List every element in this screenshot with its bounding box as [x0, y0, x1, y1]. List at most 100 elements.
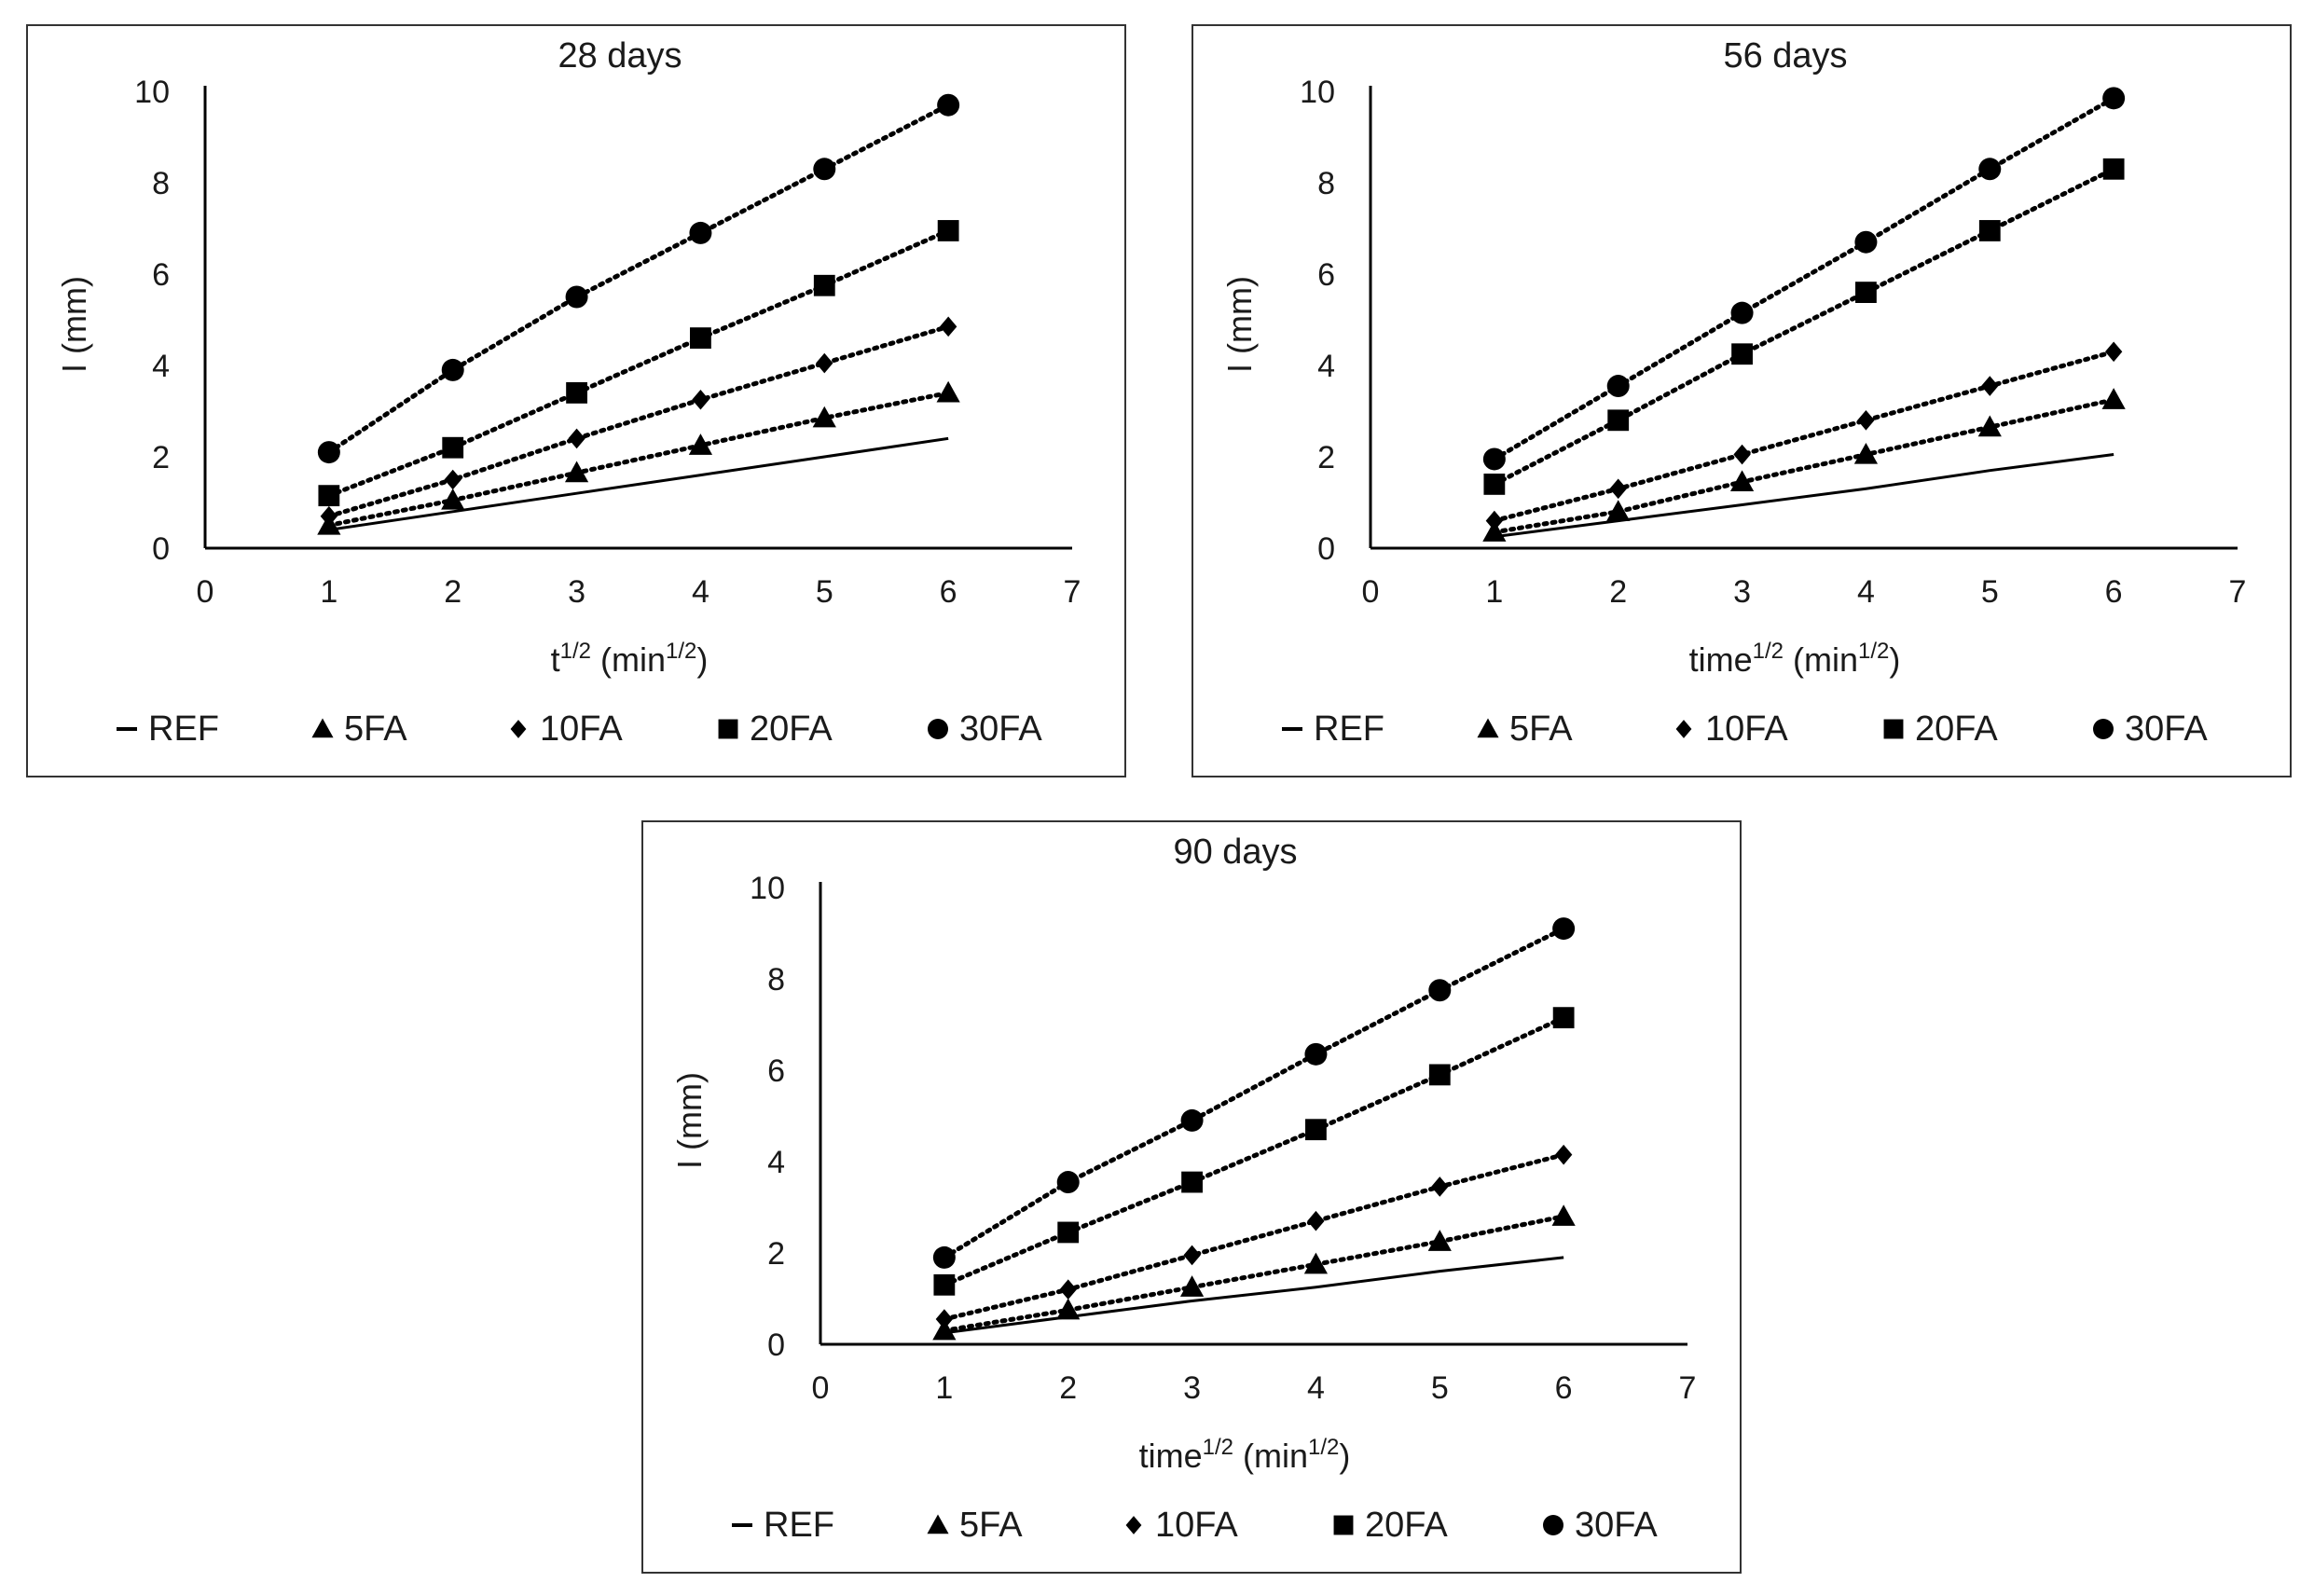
legend-item-5fa: 5FA: [927, 1506, 1023, 1545]
legend-item-20fa: 20FA: [718, 709, 833, 749]
y-tick-label: 8: [1317, 166, 1335, 201]
chart-28-days: 28 days 0 2 4 6 8 10 0 1 2 3 4 5 6 7 I (mm) t1/2 (min1/2…: [55, 36, 1081, 749]
y-tick-label: 0: [767, 1328, 785, 1363]
trendline-20fa: [1492, 166, 2116, 487]
legend-item-ref: REF: [117, 709, 219, 749]
x-tick-label: 2: [1609, 574, 1627, 610]
data-point-30fa-2: [441, 358, 464, 381]
data-point-30fa-4: [1304, 1042, 1328, 1066]
data-point-10fa-3: [1733, 444, 1751, 465]
data-point-30fa-6: [937, 93, 960, 117]
legend-symbol-30fa: [2093, 719, 2114, 739]
data-point-10fa-2: [1609, 478, 1627, 500]
data-point-5fa-4: [688, 433, 713, 455]
data-point-20fa-6: [1552, 1007, 1575, 1029]
legend-label-5fa: 5FA: [1509, 709, 1573, 749]
legend-item-ref: REF: [732, 1506, 834, 1545]
trendline-30fa: [1492, 95, 2116, 461]
data-point-30fa-3: [1730, 301, 1754, 324]
legend-symbol-5fa: [1477, 718, 1499, 738]
x-tick-label: 3: [1733, 574, 1751, 610]
y-axis-title: I (mm): [670, 1072, 709, 1169]
data-point-20fa-5: [1428, 1064, 1451, 1086]
legend-item-ref: REF: [1282, 709, 1384, 749]
data-point-10fa-3: [1183, 1245, 1201, 1266]
trendline-5fa: [942, 1214, 1566, 1333]
legend-symbol-30fa: [928, 719, 948, 739]
data-point-20fa-4: [1855, 282, 1877, 303]
data-point-5fa-1: [932, 1318, 957, 1341]
y-tick-label: 0: [1317, 531, 1335, 567]
data-point-30fa-3: [565, 285, 588, 309]
x-tick-label: 6: [940, 574, 957, 610]
data-point-10fa-6: [1554, 1144, 1573, 1165]
x-tick-label: 7: [2229, 574, 2247, 610]
x-tick-label: 6: [2105, 574, 2123, 610]
data-point-30fa-1: [317, 441, 340, 464]
legend-item-30fa: 30FA: [928, 709, 1042, 749]
legend-label-20fa: 20FA: [750, 709, 833, 749]
legend-label-ref: REF: [148, 709, 219, 749]
y-tick-label: 6: [152, 257, 170, 293]
data-point-10fa-2: [444, 469, 461, 490]
data-point-20fa-6: [937, 220, 959, 241]
data-point-5fa-5: [812, 406, 836, 428]
x-tick-label: 3: [1183, 1370, 1201, 1406]
data-point-20fa-5: [1978, 220, 2001, 241]
data-point-10fa-5: [1981, 376, 1999, 396]
data-point-20fa-1: [318, 485, 340, 507]
data-point-5fa-2: [1606, 500, 1631, 521]
x-tick-label: 3: [568, 574, 585, 610]
data-point-5fa-4: [1853, 442, 1879, 464]
legend-label-ref: REF: [1314, 709, 1384, 749]
y-tick-label: 10: [134, 75, 170, 110]
x-axis-title: time1/2 (min1/2): [1689, 639, 1901, 679]
legend-symbol-10fa: [1125, 1516, 1142, 1534]
trendline-5fa: [1492, 397, 2116, 535]
data-point-5fa-5: [1977, 415, 2002, 437]
series-30fa: [932, 917, 1576, 1269]
data-point-30fa-6: [2102, 87, 2126, 110]
x-tick-label: 5: [816, 574, 833, 610]
legend-symbol-30fa: [1543, 1515, 1563, 1535]
series-ref: [944, 1256, 1564, 1335]
chart-panel-56-days: 56 days 0 2 4 6 8 10 0 1 2 3 4 5 6 7 I (mm) time1/2 (min…: [1191, 24, 2292, 777]
y-tick-label: 6: [767, 1053, 785, 1089]
data-point-10fa-6: [2104, 341, 2123, 363]
x-tick-label: 2: [444, 574, 461, 610]
trendline-20fa: [326, 227, 951, 499]
chart-title: 90 days: [1173, 832, 1297, 872]
series-ref: [328, 436, 949, 531]
legend-item-30fa: 30FA: [1543, 1506, 1658, 1545]
y-tick-label: 10: [750, 871, 785, 906]
data-point-5fa-4: [1303, 1252, 1329, 1274]
data-point-10fa-3: [568, 428, 585, 449]
legend-label-30fa: 30FA: [959, 709, 1042, 749]
legend-symbol-5fa: [927, 1514, 949, 1534]
y-tick-label: 10: [1300, 75, 1335, 110]
legend-label-ref: REF: [764, 1506, 834, 1545]
x-tick-label: 1: [1485, 574, 1503, 610]
y-tick-label: 8: [152, 166, 170, 201]
x-axis-title: time1/2 (min1/2): [1139, 1435, 1351, 1475]
series-ref: [1494, 453, 2114, 539]
data-point-20fa-5: [813, 274, 835, 296]
data-point-5fa-1: [1482, 520, 1507, 542]
data-point-5fa-6: [2101, 388, 2126, 409]
chart-panel-90-days: 90 days 0 2 4 6 8 10 0 1 2 3 4 5 6 7 I (mm) time1/2 (min…: [641, 820, 1742, 1574]
data-point-30fa-2: [1606, 375, 1630, 398]
y-tick-label: 6: [1317, 257, 1335, 293]
series-line-ref: [944, 1256, 1564, 1335]
data-point-5fa-6: [1551, 1204, 1576, 1226]
data-point-10fa-4: [692, 389, 709, 410]
trendline-5fa: [326, 390, 951, 528]
legend-label-10fa: 10FA: [540, 709, 623, 749]
series-10fa: [320, 316, 957, 527]
data-point-20fa-4: [690, 327, 711, 349]
series-line-ref: [1494, 453, 2114, 539]
legend-item-10fa: 10FA: [510, 709, 623, 749]
trendline-20fa: [942, 1015, 1566, 1287]
x-tick-label: 4: [1857, 574, 1875, 610]
x-tick-label: 4: [1307, 1370, 1325, 1406]
trendline-10fa: [942, 1152, 1566, 1322]
